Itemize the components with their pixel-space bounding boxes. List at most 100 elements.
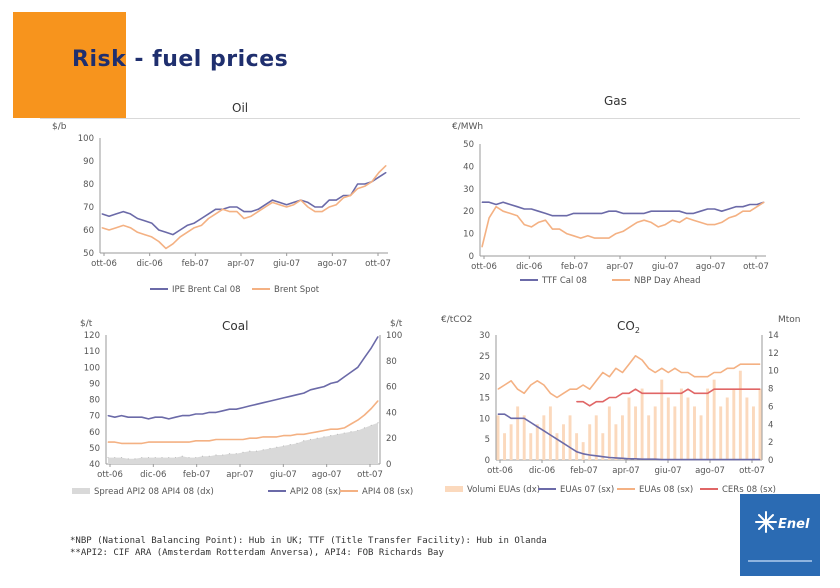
co2-bar [693, 406, 696, 460]
oil-xtick-label: giu-07 [273, 259, 300, 269]
coal-data-point [208, 440, 210, 442]
co2-ytick-label: 10 [479, 414, 490, 424]
oil-data-point [350, 195, 351, 196]
oil-data-point [378, 172, 380, 173]
co2-data-point [621, 457, 623, 459]
co2-data-point [641, 359, 643, 361]
co2-data-point [589, 405, 591, 407]
co2-bar [555, 433, 559, 460]
coal-area-point [276, 446, 278, 448]
coal-xtick-label: giu-07 [270, 470, 297, 480]
oil-data-point [307, 201, 309, 203]
coal-legend-swatch [72, 488, 90, 494]
co2-data-point [648, 392, 650, 394]
co2-xtick-label: feb-07 [570, 466, 598, 476]
gas-data-point [693, 219, 694, 221]
gas-data-point [530, 208, 532, 210]
accent-square [13, 12, 126, 118]
coal-area-point [188, 456, 190, 459]
oil-data-point [236, 211, 238, 213]
co2-ytick-label: 0 [485, 456, 490, 466]
co2-data-point [654, 458, 656, 460]
co2-y2tick-label: 8 [768, 385, 773, 395]
gas-data-point [685, 217, 687, 219]
co2-data-point [759, 363, 761, 365]
co2-ytick-label: 25 [479, 352, 490, 362]
gas-data-point [622, 230, 624, 232]
co2-data-point [700, 392, 702, 394]
page-title: Risk - fuel prices [72, 47, 289, 72]
oil-data-point [151, 222, 153, 224]
gas-data-point [714, 208, 716, 210]
coal-data-point [229, 438, 230, 440]
oil-data-point [101, 213, 103, 215]
gas-data-point [559, 228, 561, 230]
oil-data-point [151, 236, 153, 238]
co2-data-point [746, 363, 748, 365]
co2-data-point [739, 459, 741, 461]
co2-data-point [621, 372, 623, 373]
co2-data-point [497, 388, 499, 390]
gas-data-point [650, 221, 652, 223]
oil-xtick-label: dic-06 [137, 259, 163, 269]
gas-data-point [763, 201, 765, 203]
coal-data-point [256, 437, 257, 439]
gas-data-point [735, 206, 737, 208]
co2-data-point [648, 367, 650, 369]
gas-data-point [629, 212, 631, 214]
co2-data-point [680, 459, 682, 461]
coal-y2label: $/t [390, 319, 403, 329]
co2-bar [686, 397, 690, 460]
oil-data-point [165, 231, 167, 233]
co2-data-point [635, 458, 637, 460]
oil-data-point [108, 229, 110, 231]
coal-data-point [310, 389, 311, 391]
coal-series-line [107, 336, 379, 420]
oil-data-point [208, 218, 209, 219]
co2-data-point [661, 392, 663, 394]
coal-legend-label: Spread API2 08 API4 08 (dx) [94, 487, 214, 497]
oil-data-point [286, 204, 288, 206]
gas-data-point [756, 203, 758, 205]
coal-data-point [107, 441, 109, 443]
gas-data-point [495, 203, 497, 205]
coal-data-point [310, 432, 311, 434]
gas-data-point [636, 212, 638, 214]
co2-data-point [635, 355, 637, 357]
co2-legend-label: EUAs 07 (sx) [560, 485, 614, 495]
coal-ytick-label: 110 [84, 347, 100, 357]
co2-bar [699, 415, 703, 460]
co2-bar [627, 397, 631, 460]
coal-data-point [303, 392, 305, 394]
co2-data-point [576, 388, 578, 390]
gas-data-point [728, 208, 730, 210]
coal-ytick-label: 90 [89, 379, 100, 389]
co2-bar [725, 397, 729, 460]
co2-bar [496, 415, 500, 460]
coal-ytick-label: 60 [89, 428, 100, 438]
gas-legend-label: TTF Cal 08 [541, 276, 587, 286]
co2-data-point [602, 456, 604, 458]
co2-data-point [759, 388, 761, 390]
co2-data-point [504, 413, 506, 415]
oil-series-line [101, 171, 387, 236]
oil-xtick-label: feb-07 [182, 259, 210, 269]
coal-area-point [107, 456, 109, 459]
coal-area-point [296, 442, 298, 444]
coal-data-point [283, 435, 284, 437]
gas-data-point [516, 206, 518, 208]
co2-data-point [746, 388, 748, 390]
gas-data-point [502, 201, 504, 203]
oil-xtick-label: ago-07 [317, 259, 347, 269]
co2-data-point [752, 388, 754, 390]
oil-data-point [357, 188, 359, 190]
co2-data-point [654, 372, 656, 373]
co2-bar [614, 424, 618, 460]
co2-y2tick-label: 12 [768, 349, 779, 359]
co2-bar [673, 406, 677, 460]
co2-bar [535, 424, 539, 460]
coal-data-point [323, 386, 325, 388]
gas-data-point [552, 215, 553, 217]
coal-data-point [269, 400, 271, 402]
oil-data-point [279, 204, 280, 206]
